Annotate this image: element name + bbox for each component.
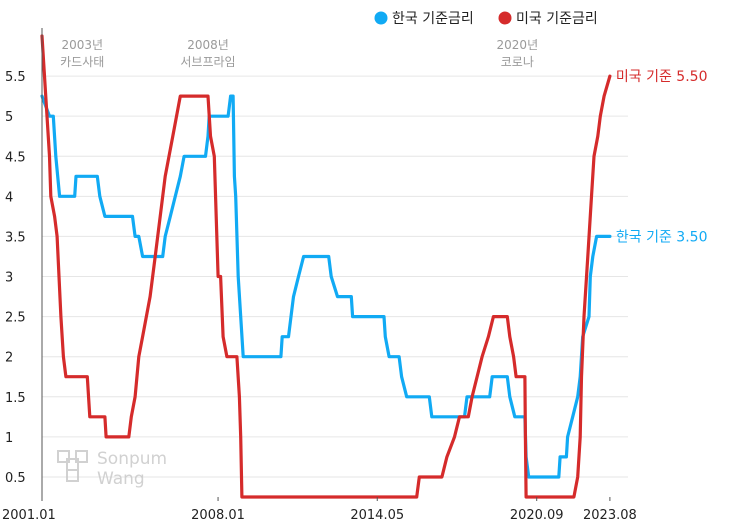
series-line-1 bbox=[40, 34, 612, 499]
x-tick-label: 2008.01 bbox=[191, 508, 245, 523]
y-tick-label: 5 bbox=[5, 110, 13, 125]
y-tick-label: 3 bbox=[5, 271, 13, 286]
y-tick-label: 1 bbox=[5, 431, 13, 446]
watermark-line2: Wang bbox=[97, 469, 145, 489]
x-tick-label: 2014.05 bbox=[350, 508, 404, 523]
event-name: 코로나 bbox=[501, 55, 534, 69]
legend-marker bbox=[498, 11, 512, 25]
series-end-label: 미국 기준 5.50 bbox=[616, 69, 708, 85]
y-tick-label: 5.5 bbox=[5, 70, 26, 85]
axes: 0.5 1 1.5 2 2.5 3 3.5 4 4.5 5 5.5 2001.01 2008.01 201… bbox=[2, 28, 637, 523]
watermark: Sonpum Wang bbox=[57, 449, 167, 489]
y-tick-label: 1.5 bbox=[5, 391, 26, 406]
y-tick-label: 4.5 bbox=[5, 150, 26, 165]
x-tick-label: 2023.08 bbox=[583, 508, 637, 523]
series-lines bbox=[40, 34, 612, 499]
legend-label: 미국 기준금리 bbox=[516, 11, 598, 27]
legend-label: 한국 기준금리 bbox=[392, 11, 474, 27]
x-tick-label: 2001.01 bbox=[2, 508, 56, 523]
series-line-0 bbox=[40, 94, 612, 479]
legend: 한국 기준금리 미국 기준금리 bbox=[374, 11, 598, 27]
legend-marker bbox=[374, 11, 388, 25]
y-tick-label: 3.5 bbox=[5, 230, 26, 245]
watermark-logo-icon bbox=[57, 450, 88, 482]
event-year: 2008년 bbox=[187, 38, 229, 52]
y-tick-label: 0.5 bbox=[5, 471, 26, 486]
event-name: 카드사태 bbox=[60, 55, 104, 69]
watermark-line1: Sonpum bbox=[97, 449, 167, 469]
end-labels: 한국 기준 3.50 미국 기준 5.50 bbox=[616, 69, 708, 245]
event-year: 2020년 bbox=[497, 38, 539, 52]
x-tick-label: 2020.09 bbox=[510, 508, 564, 523]
y-tick-label: 4 bbox=[5, 190, 13, 205]
series-end-label: 한국 기준 3.50 bbox=[616, 229, 708, 245]
event-year: 2003년 bbox=[61, 38, 103, 52]
event-name: 서브프라임 bbox=[180, 55, 235, 69]
y-tick-label: 2 bbox=[5, 351, 13, 366]
y-tick-label: 2.5 bbox=[5, 311, 26, 326]
